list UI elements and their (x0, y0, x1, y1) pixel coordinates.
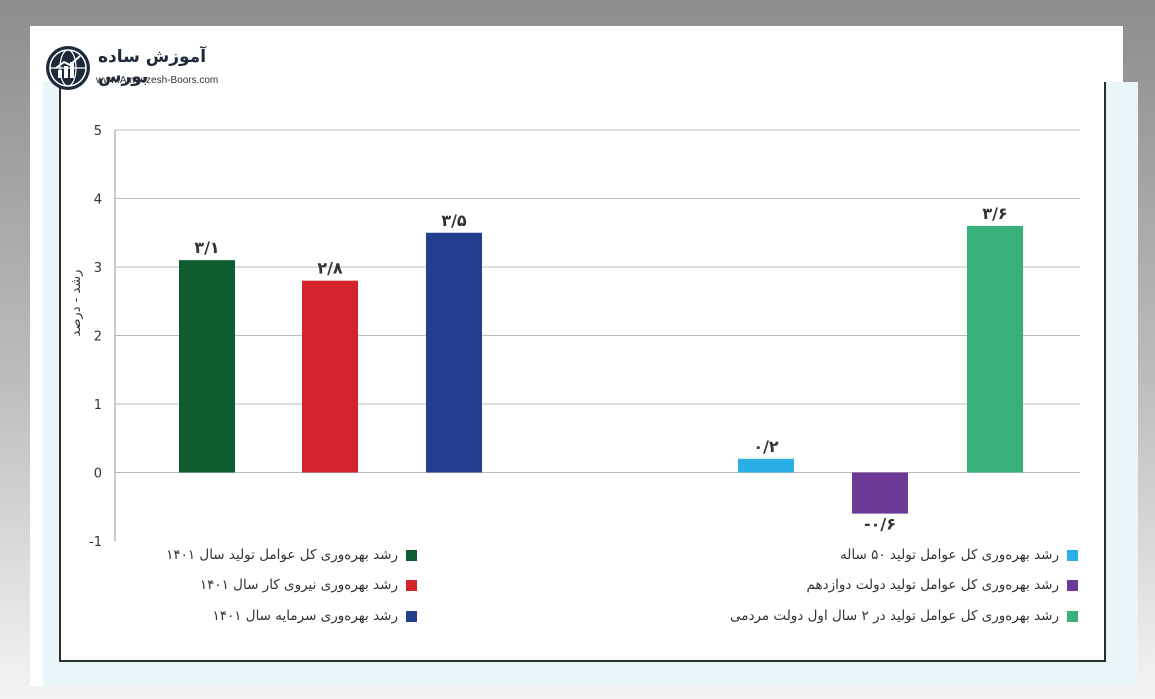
y-axis-label: رشد - درصد (69, 270, 84, 337)
bar-value-label: ۳/۱ (194, 238, 219, 257)
legend-swatch (406, 610, 417, 622)
gridlines (115, 129, 1080, 473)
y-axis: 5 4 3 2 1 0 -1 (89, 124, 116, 550)
logo-title: آموزش ساده بورس (98, 47, 207, 87)
y-tick-label: 1 (94, 398, 102, 413)
y-tick-label: 5 (94, 124, 102, 139)
y-tick-label: 2 (94, 330, 102, 345)
bars (179, 225, 1023, 514)
bar (852, 472, 908, 514)
legend-swatch (406, 579, 417, 591)
bar-value-label: -۰/۶ (864, 515, 896, 534)
legend-label: رشد بهره‌وری سرمایه سال ۱۴۰۱ (212, 608, 398, 624)
y-tick-label: 3 (94, 261, 102, 276)
legend-swatch (1067, 549, 1078, 561)
logo-icon (46, 46, 90, 90)
bar-value-label: ۳/۶ (982, 204, 1007, 223)
y-tick-label: 4 (94, 193, 102, 208)
logo-url: www.Amoozesh-Boors.com (96, 75, 219, 86)
legend-label: رشد بهره‌وری کل عوامل تولید در ۲ سال اول… (729, 608, 1059, 624)
legend-item: رشد بهره‌وری نیروی کار سال ۱۴۰۱ (200, 576, 417, 594)
bar-value-label: ۲/۸ (317, 259, 343, 278)
legend-item: رشد بهره‌وری کل عوامل تولید سال ۱۴۰۱ (166, 546, 417, 564)
bar (426, 232, 482, 473)
legend-swatch (1067, 579, 1078, 591)
bar (967, 225, 1023, 473)
y-tick-label: -1 (89, 535, 102, 550)
data-labels: ۳/۱ ۲/۸ ۳/۵ ۰/۲ -۰/۶ ۳/۶ (194, 204, 1007, 534)
legend-swatch (1067, 610, 1078, 622)
legend-item: رشد بهره‌وری کل عوامل تولید در ۲ سال اول… (730, 607, 1078, 625)
legend-label: رشد بهره‌وری کل عوامل تولید سال ۱۴۰۱ (166, 547, 398, 563)
y-tick-label: 0 (94, 467, 102, 482)
bar (302, 280, 358, 473)
legend-item: رشد بهره‌وری کل عوامل تولید دولت دوازدهم (807, 576, 1078, 594)
bar (738, 458, 794, 473)
legend-item: رشد بهره‌وری سرمایه سال ۱۴۰۱ (212, 607, 417, 625)
legend-label: رشد بهره‌وری نیروی کار سال ۱۴۰۱ (199, 577, 398, 593)
bar-value-label: ۳/۵ (441, 211, 467, 230)
bar (179, 260, 235, 473)
logo: آموزش ساده بورس www.Amoozesh-Boors.com (46, 44, 276, 92)
legend-item: رشد بهره‌وری کل عوامل تولید ۵۰ ساله (840, 546, 1078, 564)
legend-label: رشد بهره‌وری کل عوامل تولید دولت دوازدهم (806, 577, 1059, 593)
legend-label: رشد بهره‌وری کل عوامل تولید ۵۰ ساله (840, 547, 1059, 563)
legend-swatch (406, 549, 417, 561)
bar-value-label: ۰/۲ (753, 437, 779, 456)
